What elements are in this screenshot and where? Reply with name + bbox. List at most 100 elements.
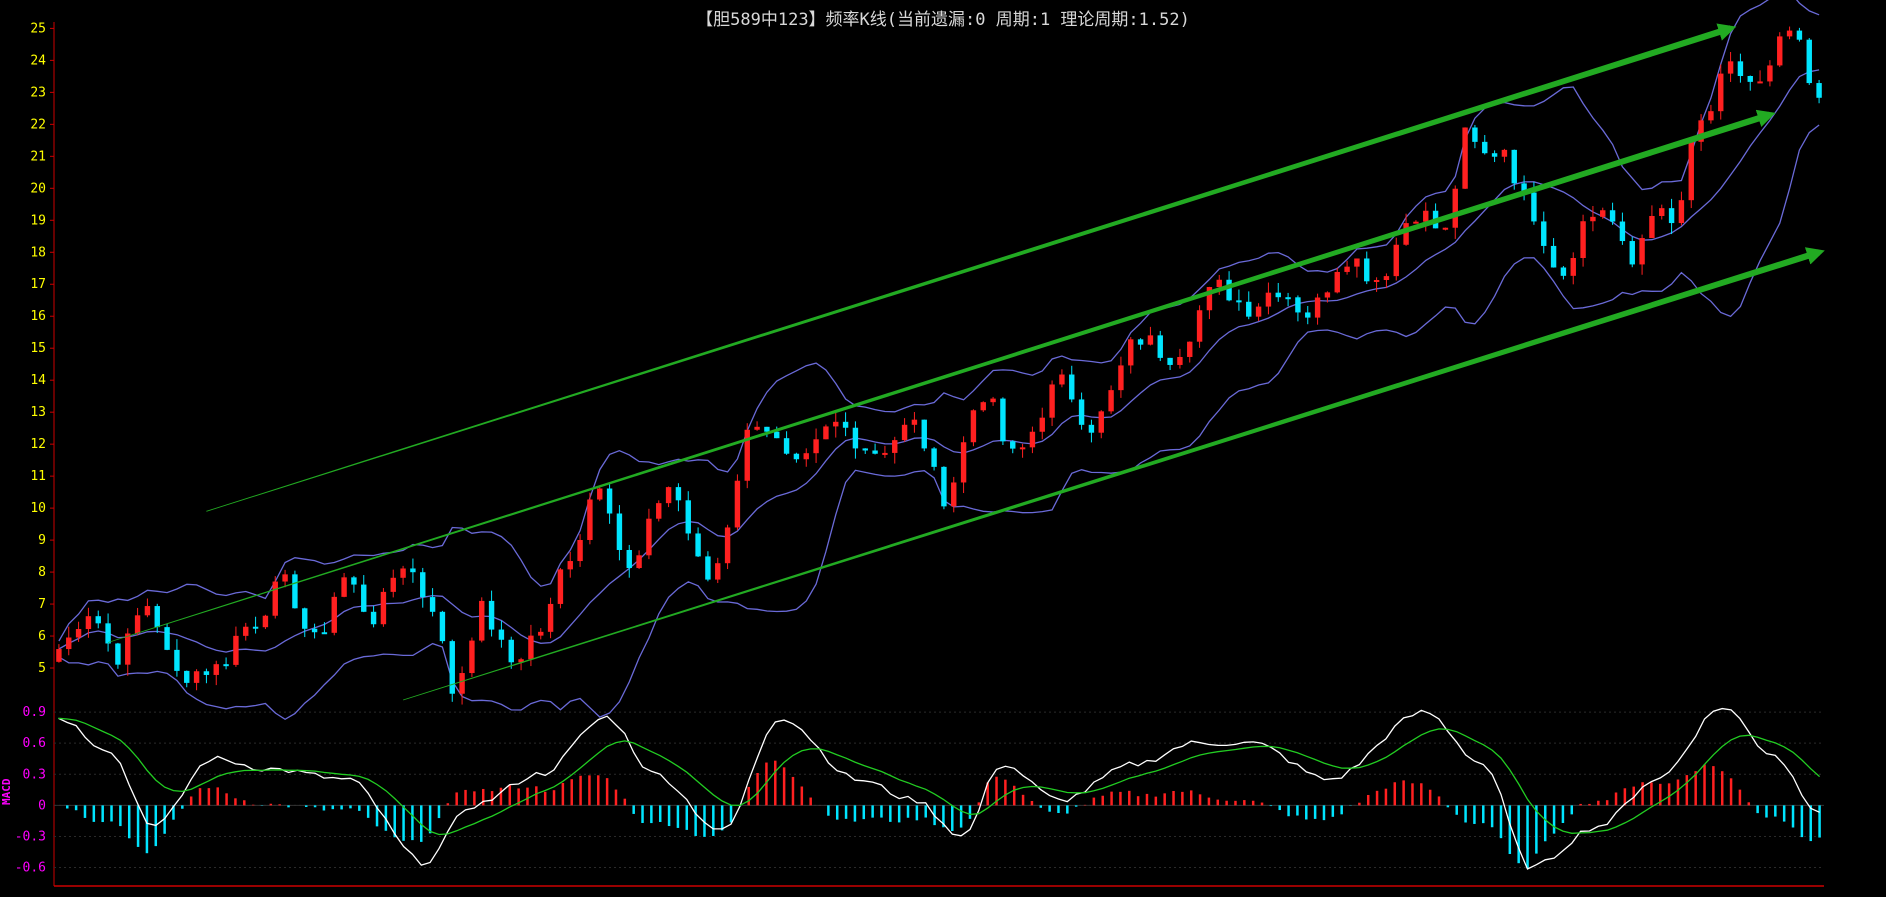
candle-bear bbox=[410, 568, 416, 573]
candle-bull bbox=[665, 487, 672, 504]
candle-bear bbox=[439, 611, 446, 642]
y-tick-label: 6 bbox=[38, 629, 46, 644]
candle-bear bbox=[164, 627, 170, 650]
candle-bear bbox=[852, 427, 859, 449]
candle-bull bbox=[1324, 292, 1331, 298]
candle-bull bbox=[538, 631, 544, 636]
candle-bull bbox=[380, 591, 387, 625]
candle-bear bbox=[931, 448, 937, 467]
candle-bear bbox=[1088, 424, 1095, 433]
candle-bear bbox=[1472, 127, 1478, 142]
candle-bull bbox=[282, 574, 288, 582]
candle-bull bbox=[813, 439, 819, 454]
candle-bull bbox=[1255, 306, 1262, 317]
candle-bear bbox=[321, 632, 328, 635]
candle-bear bbox=[105, 623, 111, 644]
candle-bull bbox=[1019, 447, 1026, 450]
candle-bull bbox=[1413, 221, 1419, 224]
candle-bear bbox=[842, 421, 849, 428]
candle-bear bbox=[1806, 39, 1812, 84]
candle-bull bbox=[557, 569, 564, 604]
candle-bear bbox=[203, 671, 210, 675]
candle-bull bbox=[656, 503, 662, 519]
candle-bull bbox=[1777, 36, 1783, 66]
candle-bear bbox=[872, 450, 878, 454]
candle-bull bbox=[75, 629, 82, 638]
candle-bull bbox=[1039, 417, 1045, 432]
macd-tick-label: -0.6 bbox=[15, 861, 46, 876]
y-tick-label: 10 bbox=[30, 501, 46, 516]
candle-bear bbox=[302, 608, 308, 629]
candle-bear bbox=[488, 600, 495, 630]
candle-bear bbox=[429, 597, 436, 612]
candle-bull bbox=[1108, 390, 1114, 412]
candle-bear bbox=[1078, 399, 1085, 425]
macd-tick-label: 0.3 bbox=[23, 767, 46, 782]
candle-bull bbox=[1354, 258, 1360, 267]
candle-bull bbox=[331, 596, 337, 633]
candle-bull bbox=[479, 600, 485, 641]
candle-bull bbox=[803, 453, 809, 460]
candle-bear bbox=[1305, 312, 1311, 318]
candle-bull bbox=[400, 568, 406, 578]
y-tick-label: 11 bbox=[30, 469, 46, 484]
macd-dea-line bbox=[58, 717, 1821, 836]
candle-bull bbox=[547, 603, 554, 632]
candle-bull bbox=[980, 402, 986, 411]
candle-bull bbox=[646, 518, 652, 556]
candle-bear bbox=[1491, 153, 1498, 157]
candle-bull bbox=[125, 633, 131, 665]
candle-bull bbox=[1206, 287, 1213, 311]
candle-bear bbox=[1550, 245, 1557, 268]
macd-tick-label: 0 bbox=[38, 798, 46, 813]
candle-bull bbox=[960, 442, 967, 483]
y-tick-label: 18 bbox=[30, 245, 46, 260]
candle-bull bbox=[823, 426, 829, 440]
candle-bear bbox=[1000, 398, 1006, 442]
candle-bull bbox=[1442, 227, 1449, 230]
candle-bull bbox=[1196, 310, 1203, 342]
candle-bull bbox=[1452, 188, 1458, 228]
candle-bull bbox=[1767, 65, 1773, 82]
candle-bear bbox=[1619, 221, 1626, 242]
candle-bull bbox=[1059, 374, 1065, 385]
candle-bull bbox=[1216, 279, 1222, 288]
candle-bull bbox=[272, 581, 278, 616]
candle-bull bbox=[1373, 280, 1380, 283]
candle-bear bbox=[115, 643, 121, 665]
candle-bull bbox=[341, 577, 347, 597]
candle-bull bbox=[1334, 271, 1340, 293]
candle-bull bbox=[1118, 365, 1124, 391]
candle-bull bbox=[1570, 257, 1576, 276]
candle-bull bbox=[636, 555, 642, 569]
y-tick-label: 20 bbox=[30, 181, 46, 196]
candle-bear bbox=[1482, 141, 1488, 154]
candle-bear bbox=[1167, 357, 1173, 365]
candle-bull bbox=[1344, 266, 1350, 272]
candle-bear bbox=[351, 577, 357, 585]
candle-bear bbox=[1236, 300, 1242, 303]
trend-channel-line bbox=[206, 25, 1732, 512]
candle-bull bbox=[528, 635, 534, 660]
candle-bear bbox=[449, 641, 455, 694]
candle-bull bbox=[85, 616, 92, 630]
candle-bear bbox=[1364, 258, 1370, 282]
trend-channel-arrowhead bbox=[1755, 109, 1776, 127]
candle-bear bbox=[252, 626, 259, 629]
candle-bull bbox=[951, 482, 957, 507]
candle-bear bbox=[1541, 221, 1547, 246]
candle-bull bbox=[518, 659, 524, 663]
trend-channel-arrowhead bbox=[1804, 247, 1825, 265]
candle-bear bbox=[95, 616, 101, 624]
candle-bull bbox=[390, 577, 396, 592]
candle-bear bbox=[616, 513, 623, 550]
candle-bear bbox=[498, 629, 505, 640]
candle-bull bbox=[1098, 411, 1104, 433]
candle-bear bbox=[174, 649, 180, 671]
candle-bull bbox=[754, 426, 760, 430]
candle-bear bbox=[1275, 292, 1281, 298]
macd-tick-label: 0.6 bbox=[23, 736, 46, 751]
candle-bear bbox=[1796, 30, 1803, 40]
